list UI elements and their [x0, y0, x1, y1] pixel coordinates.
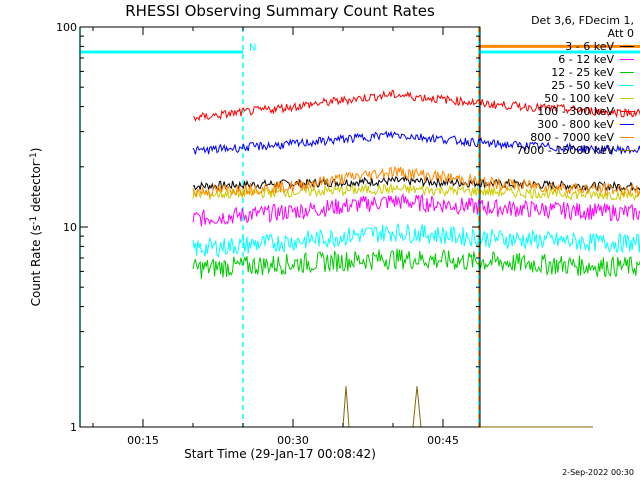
legend-swatch: [620, 137, 634, 138]
legend-entry: 100 - 300 keV: [486, 105, 634, 118]
legend-entry-label: 3 - 6 keV: [565, 40, 614, 53]
legend-swatch: [620, 85, 634, 86]
legend-swatch: [620, 111, 634, 112]
legend-entry-label: 6 - 12 keV: [558, 53, 614, 66]
legend-entry: 7000 - 15000 keV: [486, 144, 634, 157]
legend-header-line-1: Det 3,6, FDecim 1,: [531, 14, 634, 27]
series-100-300keV: [192, 89, 640, 122]
legend-entries: 3 - 6 keV 6 - 12 keV 12 - 25 keV 25 - 50 ke…: [486, 40, 634, 157]
y-axis-label: Count Rate (s-1 detector-1): [29, 148, 43, 307]
legend-entry: 3 - 6 keV: [486, 40, 634, 53]
legend-entry-label: 100 - 300 keV: [537, 105, 614, 118]
date-stamp: 2-Sep-2022 00:30: [562, 468, 634, 477]
legend-swatch: [620, 46, 634, 47]
x-tick-label: 00:45: [427, 434, 459, 447]
legend-entry: 50 - 100 keV: [486, 92, 634, 105]
y-tick-label: 10: [63, 221, 77, 234]
legend-entry-label: 12 - 25 keV: [551, 66, 614, 79]
legend-entry: 300 - 800 keV: [486, 118, 634, 131]
legend-entry: 25 - 50 keV: [486, 79, 634, 92]
legend-swatch: [620, 98, 634, 99]
legend-swatch: [620, 150, 634, 151]
plot-frame: [79, 26, 481, 428]
legend-entry-label: 7000 - 15000 keV: [516, 144, 614, 157]
legend-entry: 6 - 12 keV: [486, 53, 634, 66]
x-tick-label: 00:30: [277, 434, 309, 447]
marker-label-N: N: [249, 42, 256, 53]
legend-entry-label: 50 - 100 keV: [544, 92, 614, 105]
series-800-7000keV: [192, 166, 640, 198]
legend-header-line-2: Att 0: [607, 27, 634, 40]
legend-swatch: [620, 59, 634, 60]
x-axis-label: Start Time (29-Jan-17 00:08:42): [184, 447, 376, 461]
legend-swatch: [620, 72, 634, 73]
series-300-800keV: [192, 130, 640, 156]
series-50-100keV: [192, 182, 640, 202]
legend-entry-label: 800 - 7000 keV: [530, 131, 614, 144]
legend: Det 3,6, FDecim 1, Att 0 3 - 6 keV 6 - 12…: [486, 14, 634, 157]
legend-entry-label: 25 - 50 keV: [551, 79, 614, 92]
series-12-25keV: [192, 248, 640, 279]
legend-entry: 12 - 25 keV: [486, 66, 634, 79]
series-25-50keV: [192, 223, 640, 258]
legend-swatch: [620, 124, 634, 125]
y-tick-label: 100: [56, 21, 77, 34]
x-tick-label: 00:15: [127, 434, 159, 447]
chart-title: RHESSI Observing Summary Count Rates: [125, 2, 435, 20]
series-6-12keV: [192, 192, 640, 227]
legend-entry-label: 300 - 800 keV: [537, 118, 614, 131]
series-7000-15000keV: [342, 386, 593, 428]
y-tick-label: 1: [70, 421, 77, 434]
legend-entry: 800 - 7000 keV: [486, 131, 634, 144]
